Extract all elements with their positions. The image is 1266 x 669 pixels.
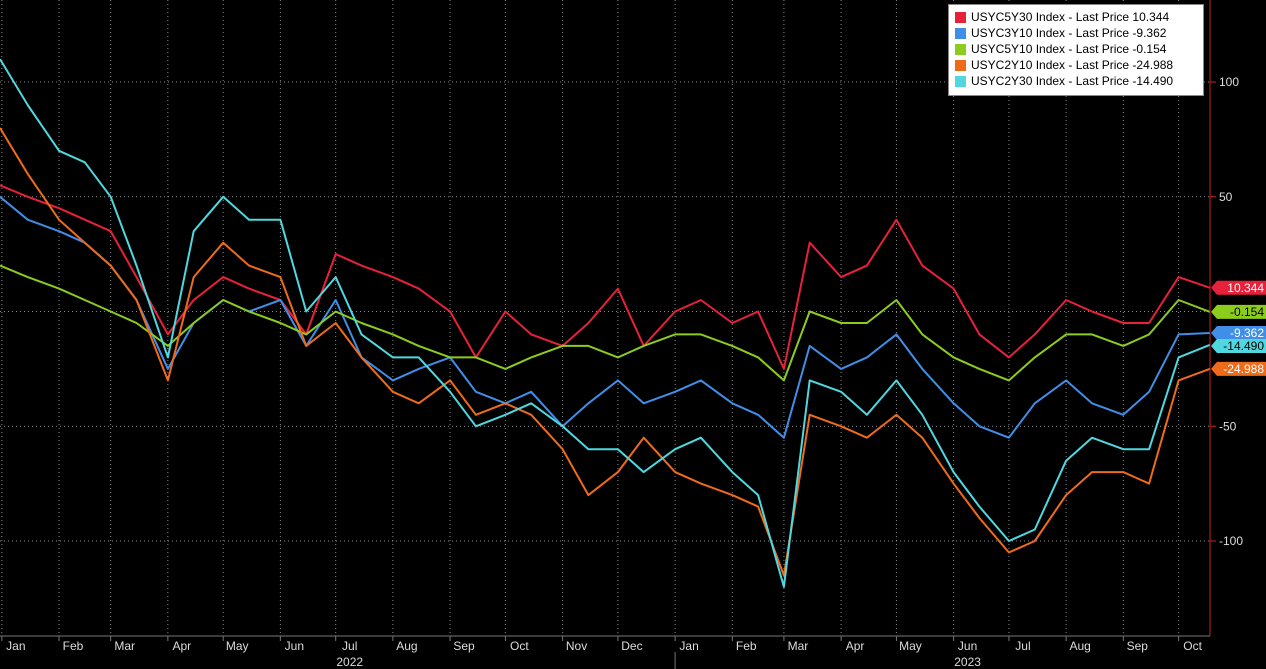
series-line-2 [0, 264, 1211, 382]
badge-shape [1211, 361, 1266, 376]
x-tick-label: Mar [788, 639, 809, 653]
x-tick-label: May [226, 639, 249, 653]
last-value-badge: -24.988 [1211, 361, 1266, 376]
x-tick-label: Oct [1183, 639, 1202, 653]
x-tick-label: Jun [285, 639, 304, 653]
badge-shape [1211, 280, 1266, 295]
x-tick-label: Mar [114, 639, 135, 653]
legend-label: USYC5Y30 Index - Last Price 10.344 [971, 10, 1170, 24]
x-tick-label: Aug [396, 639, 417, 653]
y-axis-ticks: 100 50 -50 -100 [1210, 75, 1243, 548]
x-tick-label: Oct [510, 639, 529, 653]
legend-swatch [955, 27, 966, 39]
legend-label: USYC5Y10 Index - Last Price -0.154 [971, 42, 1167, 56]
year-label: 2023 [954, 655, 981, 669]
x-tick-label: Apr [173, 639, 192, 653]
badge-value: 10.344 [1227, 281, 1264, 295]
badge-shape [1211, 325, 1266, 340]
last-value-badges: 10.344 -0.154 -9.362-14.490 -24.988 [1211, 280, 1266, 376]
legend-item: USYC5Y30 Index - Last Price 10.344 [955, 9, 1197, 25]
legend-label: USYC2Y30 Index - Last Price -14.490 [971, 74, 1174, 88]
series-line-4 [0, 58, 1211, 588]
y-tick-label: -100 [1219, 534, 1243, 548]
year-label: 2022 [336, 655, 363, 669]
x-tick-label: Sep [453, 639, 475, 653]
legend-label: USYC3Y10 Index - Last Price -9.362 [971, 26, 1167, 40]
x-tick-label: Jul [342, 639, 357, 653]
series-line-0 [0, 184, 1211, 370]
x-tick-label: Sep [1127, 639, 1149, 653]
legend-swatch [955, 59, 966, 71]
legend: USYC5Y30 Index - Last Price 10.344 USYC3Y… [948, 4, 1204, 96]
legend-item: USYC5Y10 Index - Last Price -0.154 [955, 41, 1197, 57]
x-tick-label: Jan [6, 639, 25, 653]
x-tick-label: Nov [566, 639, 587, 653]
last-value-badge: -9.362 [1211, 325, 1266, 340]
legend-item: USYC2Y10 Index - Last Price -24.988 [955, 57, 1197, 73]
x-tick-label: Jan [679, 639, 698, 653]
last-value-badge: -0.154 [1211, 304, 1266, 319]
y-tick-label: 50 [1219, 190, 1233, 204]
last-value-badge: 10.344 [1211, 280, 1266, 295]
legend-label: USYC2Y10 Index - Last Price -24.988 [971, 58, 1174, 72]
badge-shape [1211, 304, 1266, 319]
badge-value: -0.154 [1230, 305, 1264, 319]
x-tick-label: Dec [621, 639, 642, 653]
x-axis-ticks: Jan Feb Mar Apr May Jun Jul Aug Sep Oct Nov Dec Jan F… [1, 636, 1203, 669]
badge-value: -14.490 [1223, 339, 1264, 353]
legend-item: USYC2Y30 Index - Last Price -14.490 [955, 73, 1197, 89]
axes [0, 0, 1211, 637]
legend-swatch [955, 43, 966, 55]
series-lines [0, 58, 1211, 588]
last-value-badge: -14.490 [1211, 338, 1266, 353]
x-tick-label: Feb [736, 639, 757, 653]
x-tick-label: Apr [846, 639, 865, 653]
x-tick-label: Feb [63, 639, 84, 653]
legend-swatch [955, 11, 966, 23]
series-line-3 [0, 127, 1211, 577]
x-tick-label: Aug [1069, 639, 1090, 653]
badge-value: -9.362 [1230, 326, 1264, 340]
x-tick-label: Jul [1015, 639, 1030, 653]
x-tick-label: May [899, 639, 922, 653]
y-tick-label: -50 [1219, 419, 1237, 433]
legend-item: USYC3Y10 Index - Last Price -9.362 [955, 25, 1197, 41]
badge-value: -24.988 [1223, 362, 1264, 376]
x-tick-label: Jun [958, 639, 977, 653]
y-tick-label: 100 [1219, 75, 1239, 89]
legend-swatch [955, 75, 966, 87]
badge-shape [1211, 338, 1266, 353]
